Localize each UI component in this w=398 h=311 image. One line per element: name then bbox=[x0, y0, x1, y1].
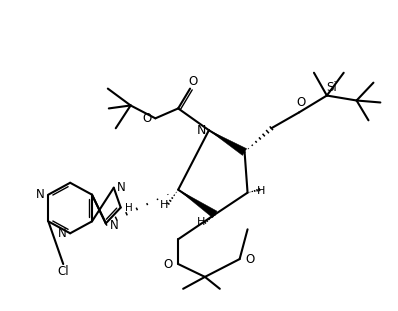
Text: H: H bbox=[197, 217, 205, 227]
Text: H: H bbox=[160, 200, 168, 210]
Text: O: O bbox=[164, 258, 173, 271]
Polygon shape bbox=[209, 130, 247, 156]
Text: N: N bbox=[117, 181, 126, 194]
Text: H: H bbox=[125, 202, 133, 212]
Text: N: N bbox=[36, 188, 45, 201]
Text: O: O bbox=[188, 75, 198, 88]
Text: O: O bbox=[245, 253, 254, 266]
Text: O: O bbox=[143, 112, 152, 125]
Text: Cl: Cl bbox=[57, 266, 69, 278]
Text: N: N bbox=[58, 227, 66, 240]
Text: N: N bbox=[196, 124, 206, 137]
Text: Si: Si bbox=[326, 81, 337, 94]
Text: N: N bbox=[109, 219, 118, 232]
Text: H: H bbox=[257, 186, 265, 196]
Polygon shape bbox=[178, 190, 217, 218]
Text: O: O bbox=[297, 96, 306, 109]
